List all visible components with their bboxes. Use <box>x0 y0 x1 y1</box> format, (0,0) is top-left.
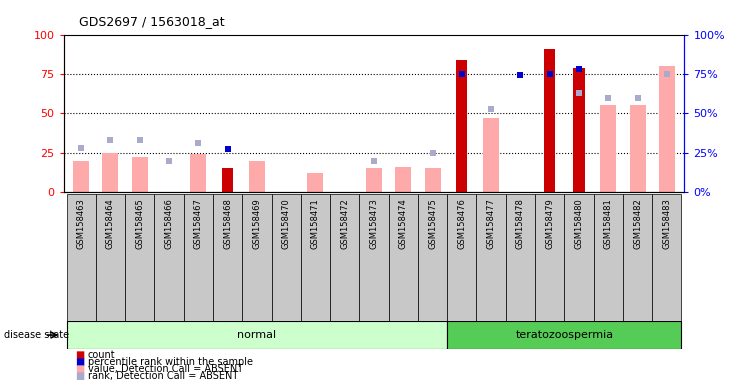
Text: GSM158481: GSM158481 <box>604 198 613 248</box>
Text: ■: ■ <box>75 364 84 374</box>
Text: GDS2697 / 1563018_at: GDS2697 / 1563018_at <box>79 15 224 28</box>
Bar <box>125 194 154 323</box>
Text: GSM158463: GSM158463 <box>76 198 86 249</box>
Bar <box>418 194 447 323</box>
Text: ■: ■ <box>75 357 84 367</box>
Bar <box>389 194 418 323</box>
Bar <box>307 173 323 192</box>
Text: ■: ■ <box>75 350 84 360</box>
Bar <box>447 321 681 349</box>
Bar <box>359 194 389 323</box>
Text: GSM158483: GSM158483 <box>662 198 672 249</box>
Bar <box>456 60 468 192</box>
Text: rank, Detection Call = ABSENT: rank, Detection Call = ABSENT <box>88 371 238 381</box>
Text: GSM158464: GSM158464 <box>106 198 115 248</box>
Bar <box>483 118 499 192</box>
Bar <box>600 106 616 192</box>
Bar <box>272 194 301 323</box>
Bar <box>242 194 272 323</box>
Bar <box>67 321 447 349</box>
Text: GSM158471: GSM158471 <box>311 198 320 248</box>
Text: GSM158472: GSM158472 <box>340 198 349 248</box>
Text: GSM158476: GSM158476 <box>457 198 466 249</box>
Bar <box>594 194 623 323</box>
Bar <box>476 194 506 323</box>
Bar <box>630 106 646 192</box>
Text: GSM158474: GSM158474 <box>399 198 408 248</box>
Bar <box>366 169 382 192</box>
Text: GSM158467: GSM158467 <box>194 198 203 249</box>
Bar <box>67 194 96 323</box>
Bar <box>249 161 265 192</box>
Bar <box>535 194 564 323</box>
Bar <box>506 194 535 323</box>
Text: count: count <box>88 350 115 360</box>
Bar <box>544 49 555 192</box>
Text: GSM158477: GSM158477 <box>487 198 496 249</box>
Text: GSM158480: GSM158480 <box>574 198 583 248</box>
Bar <box>425 169 441 192</box>
Text: value, Detection Call = ABSENT: value, Detection Call = ABSENT <box>88 364 242 374</box>
Text: GSM158479: GSM158479 <box>545 198 554 248</box>
Bar <box>102 153 118 192</box>
Bar <box>184 194 213 323</box>
Bar <box>190 154 206 192</box>
Text: normal: normal <box>237 330 277 340</box>
Bar <box>73 161 89 192</box>
Bar <box>330 194 359 323</box>
Text: GSM158478: GSM158478 <box>516 198 525 249</box>
Text: GSM158469: GSM158469 <box>252 198 261 248</box>
Bar <box>301 194 330 323</box>
Text: teratozoospermia: teratozoospermia <box>515 330 613 340</box>
Bar <box>395 167 411 192</box>
Bar <box>154 194 184 323</box>
Bar <box>659 66 675 192</box>
Text: percentile rank within the sample: percentile rank within the sample <box>88 357 253 367</box>
Bar <box>213 194 242 323</box>
Text: GSM158468: GSM158468 <box>223 198 232 249</box>
Text: ■: ■ <box>75 371 84 381</box>
Bar <box>132 157 148 192</box>
Text: GSM158482: GSM158482 <box>633 198 642 248</box>
Bar <box>652 194 681 323</box>
Text: GSM158473: GSM158473 <box>370 198 378 249</box>
Bar <box>96 194 125 323</box>
Text: disease state: disease state <box>4 330 69 340</box>
Bar <box>447 194 476 323</box>
Bar <box>564 194 594 323</box>
Text: GSM158465: GSM158465 <box>135 198 144 248</box>
Text: GSM158475: GSM158475 <box>428 198 437 248</box>
Bar <box>222 169 233 192</box>
Bar <box>574 68 585 192</box>
Text: GSM158470: GSM158470 <box>282 198 291 248</box>
Text: GSM158466: GSM158466 <box>165 198 174 249</box>
Bar <box>623 194 652 323</box>
